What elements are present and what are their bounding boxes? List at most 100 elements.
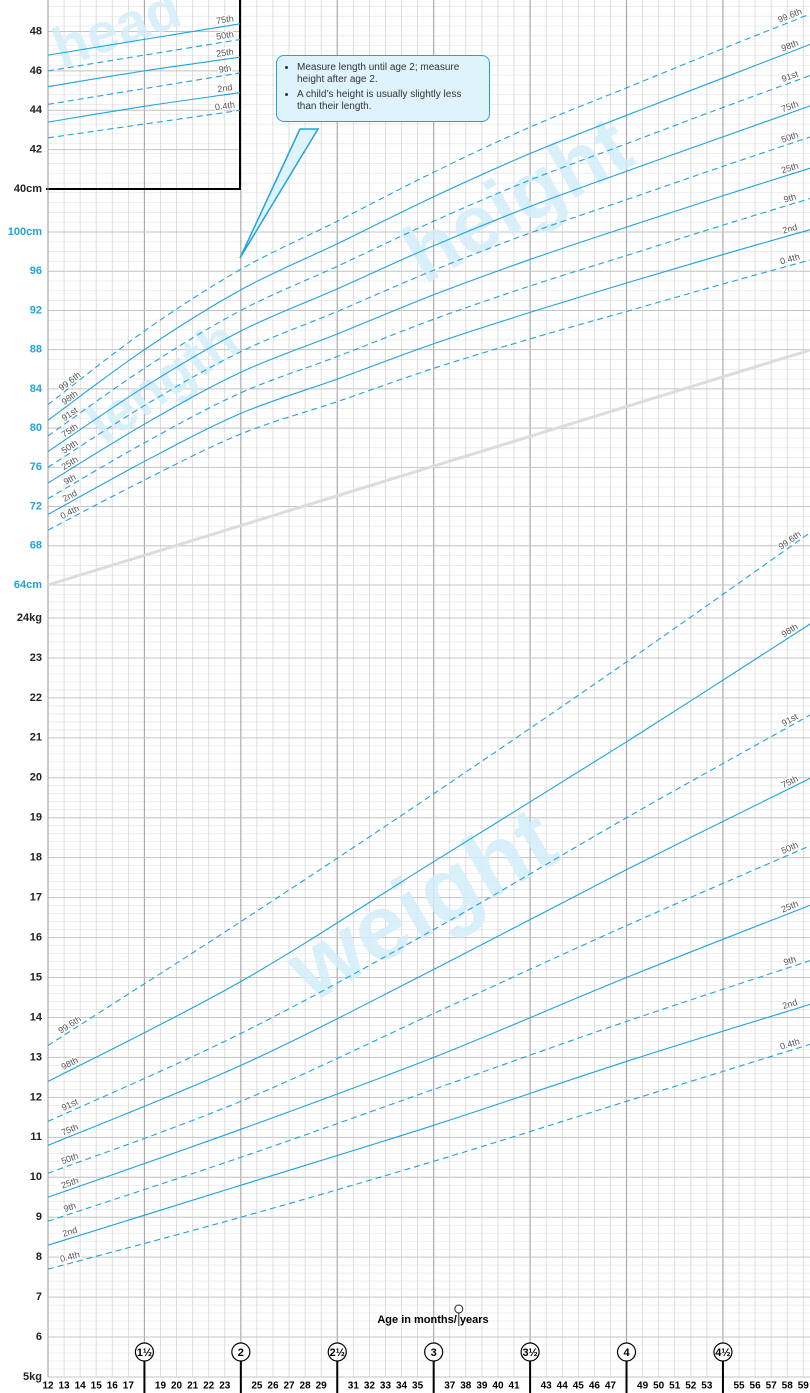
month-label: 29 <box>316 1381 328 1392</box>
y-tick-label: 10 <box>30 1171 42 1183</box>
curve-group <box>47 532 810 1270</box>
month-label: 57 <box>766 1381 778 1392</box>
centile-line <box>47 1003 810 1246</box>
centile-line <box>48 92 240 123</box>
month-label: 35 <box>412 1381 424 1392</box>
month-label: 26 <box>267 1381 279 1392</box>
year-label: 2 <box>238 1347 244 1359</box>
y-tick-label: 96 <box>30 265 42 277</box>
y-tick-label: 84 <box>30 383 43 395</box>
centile-line <box>47 623 810 1082</box>
centile-line <box>48 259 810 531</box>
month-label: 52 <box>685 1381 697 1392</box>
curve-group <box>48 23 240 139</box>
year-marker <box>424 1342 444 1362</box>
y-tick-label: 48 <box>30 25 42 37</box>
y-tick-label: 6 <box>36 1331 42 1343</box>
month-label: 12 <box>42 1381 54 1392</box>
y-tick-label: 7 <box>36 1291 42 1303</box>
month-label: 27 <box>283 1381 295 1392</box>
y-tick-label: 76 <box>30 461 42 473</box>
month-label: 34 <box>396 1381 408 1392</box>
y-tick-label: 8 <box>36 1251 42 1263</box>
centile-label: 75th <box>215 13 234 26</box>
centile-line <box>47 845 810 1174</box>
centile-line <box>47 777 810 1146</box>
centile-label: 50th <box>60 438 80 456</box>
y-tick-label: 46 <box>30 65 42 77</box>
month-label: 32 <box>364 1381 376 1392</box>
y-tick-label: 12 <box>30 1091 42 1103</box>
centile-label: 2nd <box>61 488 79 504</box>
callout-list: Measure length until age 2; measure heig… <box>285 62 481 113</box>
year-marker <box>520 1342 540 1362</box>
centile-label: 25th <box>780 899 800 915</box>
y-tick-label: 80 <box>30 422 42 434</box>
year-marker <box>327 1342 347 1362</box>
grid <box>46 0 810 1378</box>
y-tick-label: 72 <box>30 500 42 512</box>
callout-note: Measure length until age 2; measure heig… <box>297 62 481 86</box>
month-label: 37 <box>444 1381 456 1392</box>
y-tick-label: 15 <box>30 971 42 983</box>
centile-label: 0.4th <box>214 100 235 113</box>
month-label: 45 <box>573 1381 585 1392</box>
month-label: 22 <box>203 1381 215 1392</box>
month-label: 21 <box>187 1381 199 1392</box>
month-label: 44 <box>557 1381 569 1392</box>
y-tick-label: 14 <box>30 1011 43 1023</box>
month-label: 28 <box>300 1381 312 1392</box>
centile-label: 50th <box>780 130 800 145</box>
year-label: 3½ <box>522 1347 537 1359</box>
month-label: 40 <box>492 1381 504 1392</box>
month-label: 46 <box>589 1381 601 1392</box>
centile-line <box>47 1043 810 1270</box>
reference-line <box>47 348 810 587</box>
y-tick-label: 11 <box>30 1131 42 1143</box>
year-label: 3 <box>431 1347 437 1359</box>
month-label: 39 <box>476 1381 488 1392</box>
month-label: 23 <box>219 1381 231 1392</box>
y-tick-label: 40cm <box>14 183 42 195</box>
centile-label: 91st <box>60 405 80 423</box>
month-label: 13 <box>59 1381 71 1392</box>
month-label: 33 <box>380 1381 392 1392</box>
centile-label: 75th <box>780 773 800 790</box>
centile-line <box>48 43 810 421</box>
centile-line <box>48 56 240 88</box>
centile-label: 50th <box>780 840 800 856</box>
y-tick-label: 64cm <box>14 579 42 591</box>
centile-label: 25th <box>216 47 235 59</box>
centile-line <box>48 72 240 105</box>
month-label: 59 <box>798 1381 810 1392</box>
y-tick-label: 18 <box>30 852 42 864</box>
callout-note: A child’s height is usually slightly les… <box>297 89 481 113</box>
centile-label: 75th <box>780 99 800 114</box>
centile-line <box>48 109 240 139</box>
month-label: 43 <box>541 1381 553 1392</box>
month-label: 17 <box>123 1381 135 1392</box>
centile-label: 9th <box>782 954 797 967</box>
month-label: 16 <box>107 1381 119 1392</box>
y-tick-label: 23 <box>30 652 42 664</box>
centile-line <box>48 229 810 515</box>
centile-line <box>48 23 240 56</box>
year-label: 4 <box>623 1347 630 1359</box>
x-axis-icon <box>454 1304 464 1314</box>
month-label: 25 <box>251 1381 263 1392</box>
month-label: 47 <box>605 1381 617 1392</box>
callout: Measure length until age 2; measure heig… <box>276 55 490 122</box>
year-label: 4½ <box>715 1347 730 1359</box>
year-marker <box>713 1342 733 1362</box>
month-label: 58 <box>782 1381 794 1392</box>
centile-line <box>47 714 810 1122</box>
y-tick-label: 68 <box>30 540 42 552</box>
centile-label: 50th <box>215 29 234 42</box>
watermark: weight <box>269 787 573 1021</box>
month-label: 55 <box>733 1381 745 1392</box>
centile-label: 91st <box>780 69 800 84</box>
month-label: 50 <box>653 1381 665 1392</box>
centile-line <box>48 75 810 437</box>
y-tick-label: 22 <box>30 692 42 704</box>
